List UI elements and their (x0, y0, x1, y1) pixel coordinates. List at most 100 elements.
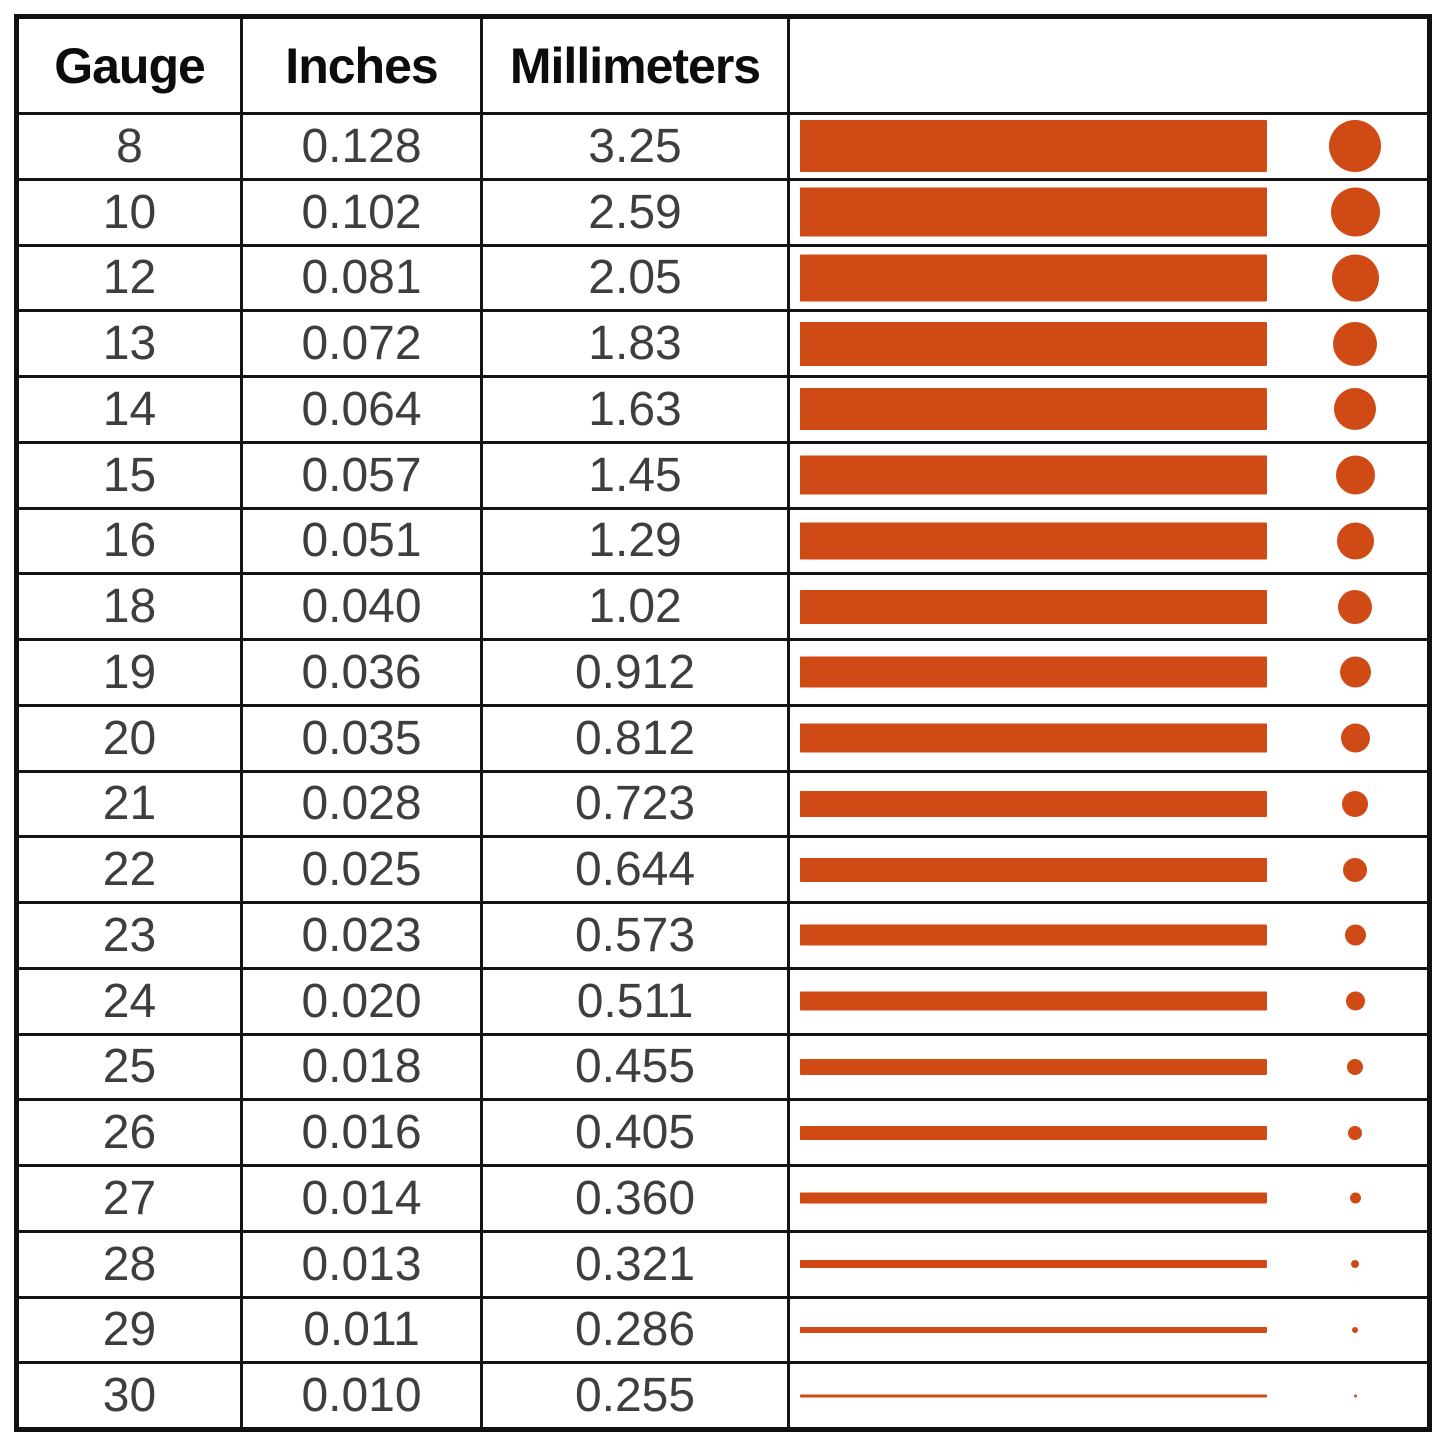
inches-cell: 0.010 (243, 1364, 483, 1427)
gauge-cell: 21 (19, 772, 243, 836)
inches-value: 0.036 (301, 645, 422, 699)
millimeters-value: 0.812 (574, 711, 696, 765)
wire-size-visual-cell (790, 1299, 1427, 1362)
inches-value: 0.051 (301, 514, 422, 568)
inches-cell: 0.025 (243, 838, 483, 901)
inches-value: 0.102 (301, 185, 422, 239)
wire-size-visual-cell (790, 773, 1427, 836)
gauge-cell: 13 (19, 312, 243, 375)
gauge-cell: 24 (19, 969, 243, 1033)
millimeters-cell: 0.455 (483, 1035, 790, 1099)
gauge-value: 24 (102, 974, 157, 1028)
wire-thickness-bar (800, 1192, 1267, 1204)
millimeters-cell: 0.723 (483, 772, 790, 836)
gauge-cell: 23 (19, 904, 243, 967)
table-row: 10 0.102 2.59 (19, 180, 1427, 247)
wire-diameter-dot (1342, 790, 1368, 817)
millimeters-cell: 0.321 (483, 1232, 790, 1296)
millimeters-value: 0.286 (574, 1303, 696, 1357)
millimeters-cell: 0.405 (483, 1101, 790, 1164)
wire-diameter-dot (1338, 589, 1372, 624)
inches-value: 0.057 (301, 448, 422, 502)
wire-size-visual-cell (790, 312, 1427, 375)
gauge-value: 25 (102, 1040, 157, 1094)
wire-diameter-dot (1349, 1192, 1361, 1204)
millimeters-cell: 1.02 (483, 575, 790, 638)
table-row: 13 0.072 1.83 (19, 312, 1427, 378)
wire-thickness-bar (800, 857, 1267, 882)
wire-diameter-dot (1334, 388, 1376, 431)
wire-thickness-bar (800, 790, 1267, 817)
gauge-value: 14 (102, 382, 157, 436)
wire-diameter-dot (1336, 522, 1374, 560)
millimeters-value: 0.912 (574, 645, 696, 699)
table-row: 27 0.014 0.360 (19, 1167, 1427, 1233)
wire-thickness-bar (800, 1394, 1267, 1398)
wire-diameter-dot (1348, 1125, 1362, 1140)
wire-thickness-bar (800, 1058, 1267, 1075)
millimeters-value: 0.405 (574, 1106, 696, 1160)
gauge-value: 19 (102, 645, 157, 699)
gauge-cell: 26 (19, 1101, 243, 1164)
table-row: 25 0.018 0.455 (19, 1035, 1427, 1102)
wire-size-visual-cell (790, 970, 1427, 1033)
wire-size-visual-cell (790, 1036, 1427, 1099)
wire-size-visual-cell (790, 1167, 1427, 1230)
wire-thickness-bar (800, 991, 1267, 1011)
header-label: Millimeters (509, 37, 761, 94)
gauge-value: 10 (102, 185, 157, 239)
millimeters-cell: 1.29 (483, 509, 790, 573)
table-row: 19 0.036 0.912 (19, 641, 1427, 707)
wire-diameter-dot (1329, 120, 1381, 173)
inches-cell: 0.036 (243, 641, 483, 704)
wire-thickness-bar (800, 455, 1267, 495)
inches-cell: 0.020 (243, 969, 483, 1033)
table-row: 26 0.016 0.405 (19, 1101, 1427, 1167)
wire-size-visual-cell (790, 247, 1427, 310)
millimeters-value: 1.02 (588, 580, 682, 634)
inches-value: 0.016 (301, 1106, 422, 1160)
millimeters-value: 2.59 (588, 185, 682, 239)
gauge-value: 18 (102, 580, 157, 634)
inches-cell: 0.081 (243, 246, 483, 310)
millimeters-cell: 0.573 (483, 904, 790, 967)
gauge-cell: 22 (19, 838, 243, 901)
wire-thickness-bar (800, 1326, 1267, 1333)
wire-gauge-table: Gauge Inches Millimeters 8 0.128 3.25 10 0.102 2… (14, 14, 1432, 1432)
millimeters-cell: 0.644 (483, 838, 790, 901)
inches-cell: 0.016 (243, 1101, 483, 1164)
millimeters-value: 1.83 (588, 317, 682, 371)
millimeters-value: 0.321 (574, 1237, 696, 1291)
gauge-cell: 8 (19, 115, 243, 178)
gauge-cell: 29 (19, 1298, 243, 1362)
millimeters-cell: 0.812 (483, 706, 790, 770)
inches-cell: 0.013 (243, 1232, 483, 1296)
inches-value: 0.013 (301, 1237, 422, 1291)
wire-thickness-bar (800, 120, 1267, 173)
millimeters-cell: 0.511 (483, 969, 790, 1033)
wire-size-visual-cell (790, 1233, 1427, 1296)
wire-thickness-bar (800, 187, 1267, 237)
gauge-cell: 14 (19, 378, 243, 441)
wire-size-visual-cell (790, 904, 1427, 967)
inches-value: 0.014 (301, 1171, 422, 1225)
inches-value: 0.072 (301, 317, 422, 371)
inches-cell: 0.064 (243, 378, 483, 441)
table-row: 12 0.081 2.05 (19, 246, 1427, 313)
gauge-value: 23 (102, 908, 157, 962)
millimeters-cell: 2.59 (483, 180, 790, 244)
table-row: 23 0.023 0.573 (19, 904, 1427, 970)
wire-size-visual-cell (790, 378, 1427, 441)
inches-cell: 0.128 (243, 115, 483, 178)
wire-thickness-bar (800, 522, 1267, 560)
gauge-value: 29 (102, 1303, 157, 1357)
table-row: 15 0.057 1.45 (19, 443, 1427, 510)
table-row: 21 0.028 0.723 (19, 772, 1427, 839)
gauge-cell: 12 (19, 246, 243, 310)
inches-value: 0.028 (301, 777, 422, 831)
gauge-cell: 20 (19, 706, 243, 770)
millimeters-cell: 0.255 (483, 1364, 790, 1427)
millimeters-cell: 0.286 (483, 1298, 790, 1362)
wire-diameter-dot (1343, 857, 1367, 882)
table-row: 30 0.010 0.255 (19, 1364, 1427, 1427)
